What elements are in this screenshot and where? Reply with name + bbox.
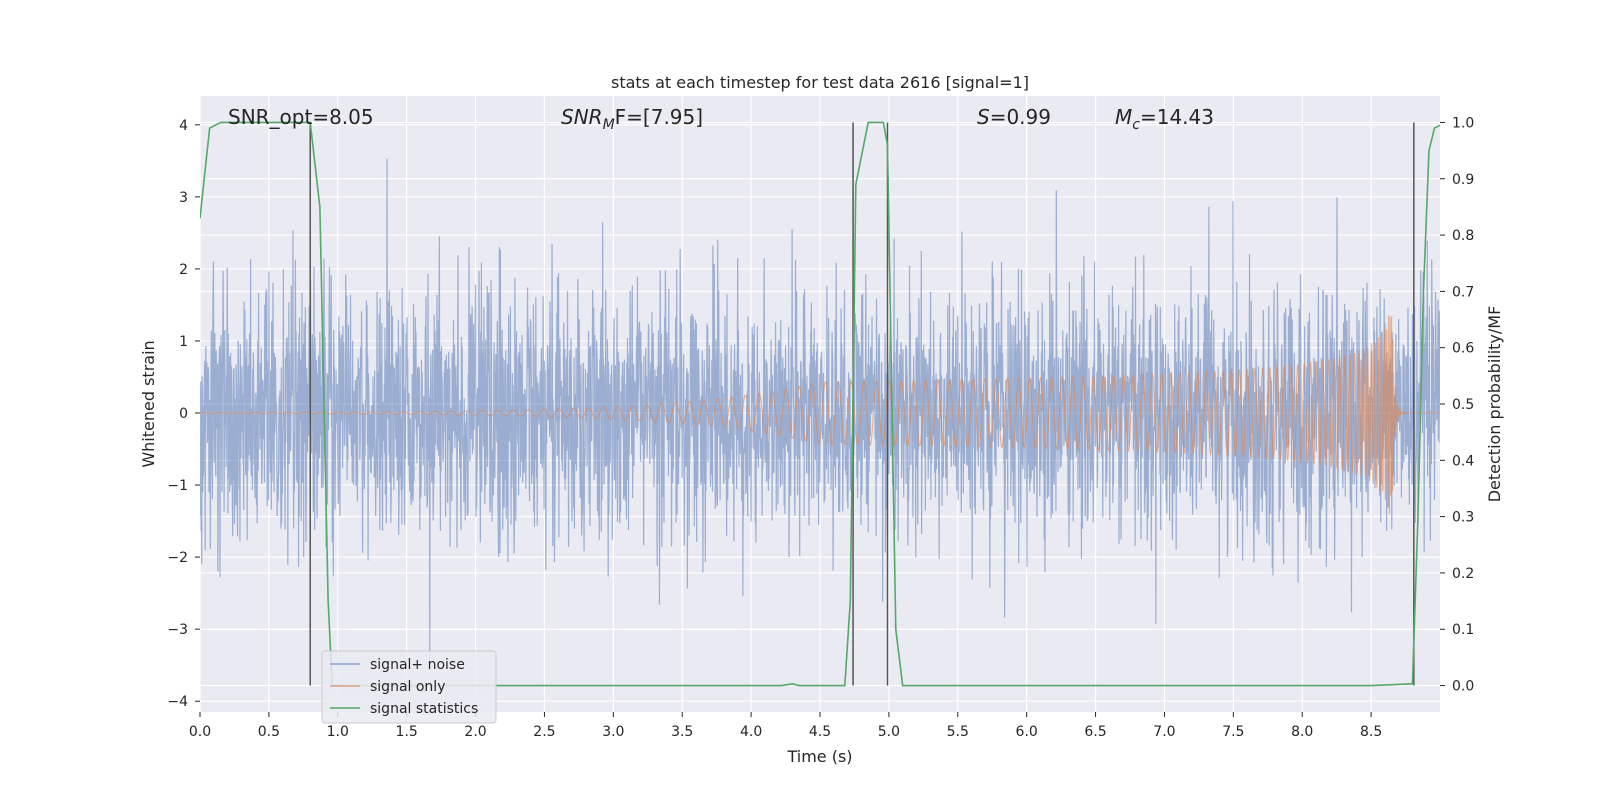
- x-axis-label: Time (s): [786, 747, 852, 766]
- series-signal-statistics: [200, 121, 1440, 687]
- y-right-tick-labels: 1.0 0.9 0.8 0.7 0.6 0.5 0.4 0.3 0.2 0.1 0.0: [1440, 115, 1474, 695]
- legend-box: [321, 650, 497, 724]
- annotation-mc-rest: =14.43: [1140, 105, 1214, 129]
- y-left-tick-label-2: 2: [179, 262, 188, 278]
- x-tick-label-13: 6.5: [1084, 724, 1106, 740]
- legend-label-signal-only: signal only: [370, 679, 445, 695]
- y-left-tick-label-1: 3: [179, 190, 188, 206]
- x-tick-labels: 0.0 0.5 1.0 1.5 2.0 2.5 3.0 3.5 4.0 4.5 5.0 5.5 6.0 6…: [189, 712, 1382, 740]
- legend: signal+ noise signal only signal statist…: [321, 650, 497, 724]
- legend-label-signal-statistics: signal statistics: [370, 701, 478, 717]
- x-tick-label-1: 0.5: [258, 724, 280, 740]
- x-tick-label-10: 5.0: [878, 724, 900, 740]
- legend-label-signal-plus-noise: signal+ noise: [370, 657, 465, 673]
- x-tick-label-12: 6.0: [1016, 724, 1038, 740]
- y-left-tick-label-7: −3: [167, 622, 188, 638]
- x-tick-label-6: 3.0: [602, 724, 624, 740]
- x-tick-label-15: 7.5: [1222, 724, 1244, 740]
- annotation-snr-mf-main: SNR: [561, 105, 603, 129]
- annotation-s-sym: S: [977, 105, 990, 129]
- x-tick-label-8: 4.0: [740, 724, 762, 740]
- x-tick-label-4: 2.0: [464, 724, 486, 740]
- y-left-tick-label-8: −4: [167, 694, 188, 710]
- y-left-axis-label: Whitened strain: [139, 340, 158, 467]
- y-left-tick-label-3: 1: [179, 334, 188, 350]
- x-tick-label-0: 0.0: [189, 724, 211, 740]
- annotation-s-rest: =0.99: [990, 105, 1051, 129]
- x-tick-label-9: 4.5: [809, 724, 831, 740]
- x-tick-label-5: 2.5: [533, 724, 555, 740]
- y-left-tick-label-6: −2: [167, 550, 188, 566]
- x-tick-label-17: 8.5: [1360, 724, 1382, 740]
- x-tick-label-11: 5.5: [947, 724, 969, 740]
- x-tick-label-3: 1.5: [396, 724, 418, 740]
- y-right-tick-label-10: 0.0: [1452, 679, 1474, 695]
- y-right-tick-label-8: 0.2: [1452, 566, 1474, 582]
- y-right-tick-label-4: 0.6: [1452, 341, 1474, 357]
- x-tick-label-2: 1.0: [327, 724, 349, 740]
- y-right-tick-label-6: 0.4: [1452, 453, 1474, 469]
- y-right-tick-label-9: 0.1: [1452, 622, 1474, 638]
- annotation-snr-opt: SNR_opt=8.05: [228, 105, 374, 129]
- y-right-tick-label-7: 0.3: [1452, 510, 1474, 526]
- annotation-mc: Mc=14.43: [1115, 105, 1214, 133]
- y-right-tick-label-3: 0.7: [1452, 284, 1474, 300]
- y-left-tick-label-0: 4: [179, 118, 188, 134]
- series-signal-only: [200, 315, 1440, 514]
- annotation-s: S=0.99: [977, 105, 1051, 129]
- x-tick-label-16: 8.0: [1291, 724, 1313, 740]
- chart-title: stats at each timestep for test data 261…: [611, 73, 1029, 92]
- y-left-tick-label-4: 0: [179, 406, 188, 422]
- annotation-mc-sub: c: [1132, 117, 1140, 133]
- y-right-tick-label-5: 0.5: [1452, 397, 1474, 413]
- x-tick-label-7: 3.5: [671, 724, 693, 740]
- y-left-tick-labels: 4 3 2 1 0 −1 −2 −3 −4: [167, 118, 200, 710]
- y-right-tick-label-2: 0.8: [1452, 228, 1474, 244]
- y-right-tick-label-0: 1.0: [1452, 115, 1474, 131]
- y-left-tick-label-5: −1: [167, 478, 188, 494]
- annotation-snr-mf: SNRMF=[7.95]: [561, 105, 703, 133]
- annotation-mc-sym: M: [1115, 105, 1132, 129]
- x-tick-label-14: 7.0: [1153, 724, 1175, 740]
- y-right-axis-label: Detection probability/MF: [1485, 306, 1504, 503]
- annotation-snr-mf-rest: F=[7.95]: [615, 105, 703, 129]
- y-right-tick-label-1: 0.9: [1452, 172, 1474, 188]
- annotation-snr-mf-sub: M: [603, 117, 615, 133]
